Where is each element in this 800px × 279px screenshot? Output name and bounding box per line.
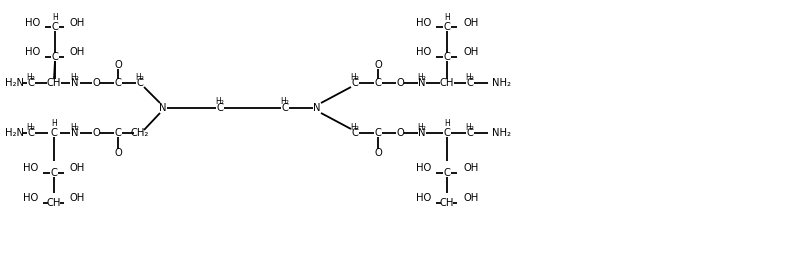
Text: C: C: [51, 52, 58, 62]
Text: O: O: [114, 60, 122, 70]
Text: HO: HO: [416, 193, 431, 203]
Text: C: C: [137, 78, 143, 88]
Text: OH: OH: [70, 193, 86, 203]
Text: C: C: [351, 128, 358, 138]
Text: C: C: [114, 128, 122, 138]
Text: H₂N: H₂N: [5, 128, 23, 138]
Text: C: C: [374, 128, 382, 138]
Text: O: O: [374, 60, 382, 70]
Text: OH: OH: [463, 47, 478, 57]
Text: OH: OH: [463, 193, 478, 203]
Text: H₂: H₂: [466, 122, 474, 131]
Text: CH: CH: [47, 78, 61, 88]
Text: C: C: [351, 78, 358, 88]
Text: H₂N: H₂N: [5, 78, 23, 88]
Text: O: O: [396, 78, 404, 88]
Text: H₂: H₂: [281, 97, 290, 105]
Text: C: C: [443, 168, 450, 178]
Text: H₂: H₂: [466, 73, 474, 81]
Text: O: O: [92, 78, 100, 88]
Text: CH: CH: [440, 198, 454, 208]
Text: H₂: H₂: [70, 73, 79, 81]
Text: OH: OH: [70, 163, 86, 173]
Text: H₂: H₂: [70, 122, 79, 131]
Text: O: O: [92, 128, 100, 138]
Text: HO: HO: [22, 163, 38, 173]
Text: C: C: [466, 128, 474, 138]
Text: NH₂: NH₂: [492, 128, 511, 138]
Text: HO: HO: [416, 47, 431, 57]
Text: C: C: [443, 128, 450, 138]
Text: H₂: H₂: [215, 97, 225, 105]
Text: C: C: [443, 52, 450, 62]
Text: OH: OH: [70, 47, 86, 57]
Text: C: C: [50, 128, 58, 138]
Text: HO: HO: [416, 18, 431, 28]
Text: OH: OH: [463, 18, 478, 28]
Text: C: C: [27, 78, 34, 88]
Text: OH: OH: [463, 163, 478, 173]
Text: C: C: [50, 168, 58, 178]
Text: H₂: H₂: [418, 122, 426, 131]
Text: H₂: H₂: [350, 73, 359, 81]
Text: C: C: [114, 78, 122, 88]
Text: CH₂: CH₂: [131, 128, 149, 138]
Text: N: N: [71, 78, 78, 88]
Text: O: O: [114, 148, 122, 158]
Text: CH: CH: [440, 78, 454, 88]
Text: C: C: [443, 22, 450, 32]
Text: HO: HO: [22, 193, 38, 203]
Text: C: C: [374, 78, 382, 88]
Text: H₂: H₂: [135, 73, 145, 81]
Text: N: N: [418, 78, 426, 88]
Text: HO: HO: [25, 47, 40, 57]
Text: HO: HO: [25, 18, 40, 28]
Text: H: H: [444, 13, 450, 23]
Text: N: N: [71, 128, 78, 138]
Text: H: H: [444, 119, 450, 128]
Text: C: C: [27, 128, 34, 138]
Text: H: H: [52, 13, 58, 23]
Text: O: O: [374, 148, 382, 158]
Text: N: N: [418, 128, 426, 138]
Text: N: N: [314, 103, 321, 113]
Text: H₂: H₂: [350, 122, 359, 131]
Text: H₂: H₂: [26, 122, 35, 131]
Text: H₂: H₂: [26, 73, 35, 81]
Text: C: C: [466, 78, 474, 88]
Text: H: H: [51, 119, 57, 128]
Text: CH: CH: [47, 198, 61, 208]
Text: O: O: [396, 128, 404, 138]
Text: N: N: [159, 103, 166, 113]
Text: C: C: [282, 103, 289, 113]
Text: H₂: H₂: [418, 73, 426, 81]
Text: C: C: [51, 22, 58, 32]
Text: HO: HO: [416, 163, 431, 173]
Text: NH₂: NH₂: [492, 78, 511, 88]
Text: OH: OH: [70, 18, 86, 28]
Text: C: C: [217, 103, 223, 113]
